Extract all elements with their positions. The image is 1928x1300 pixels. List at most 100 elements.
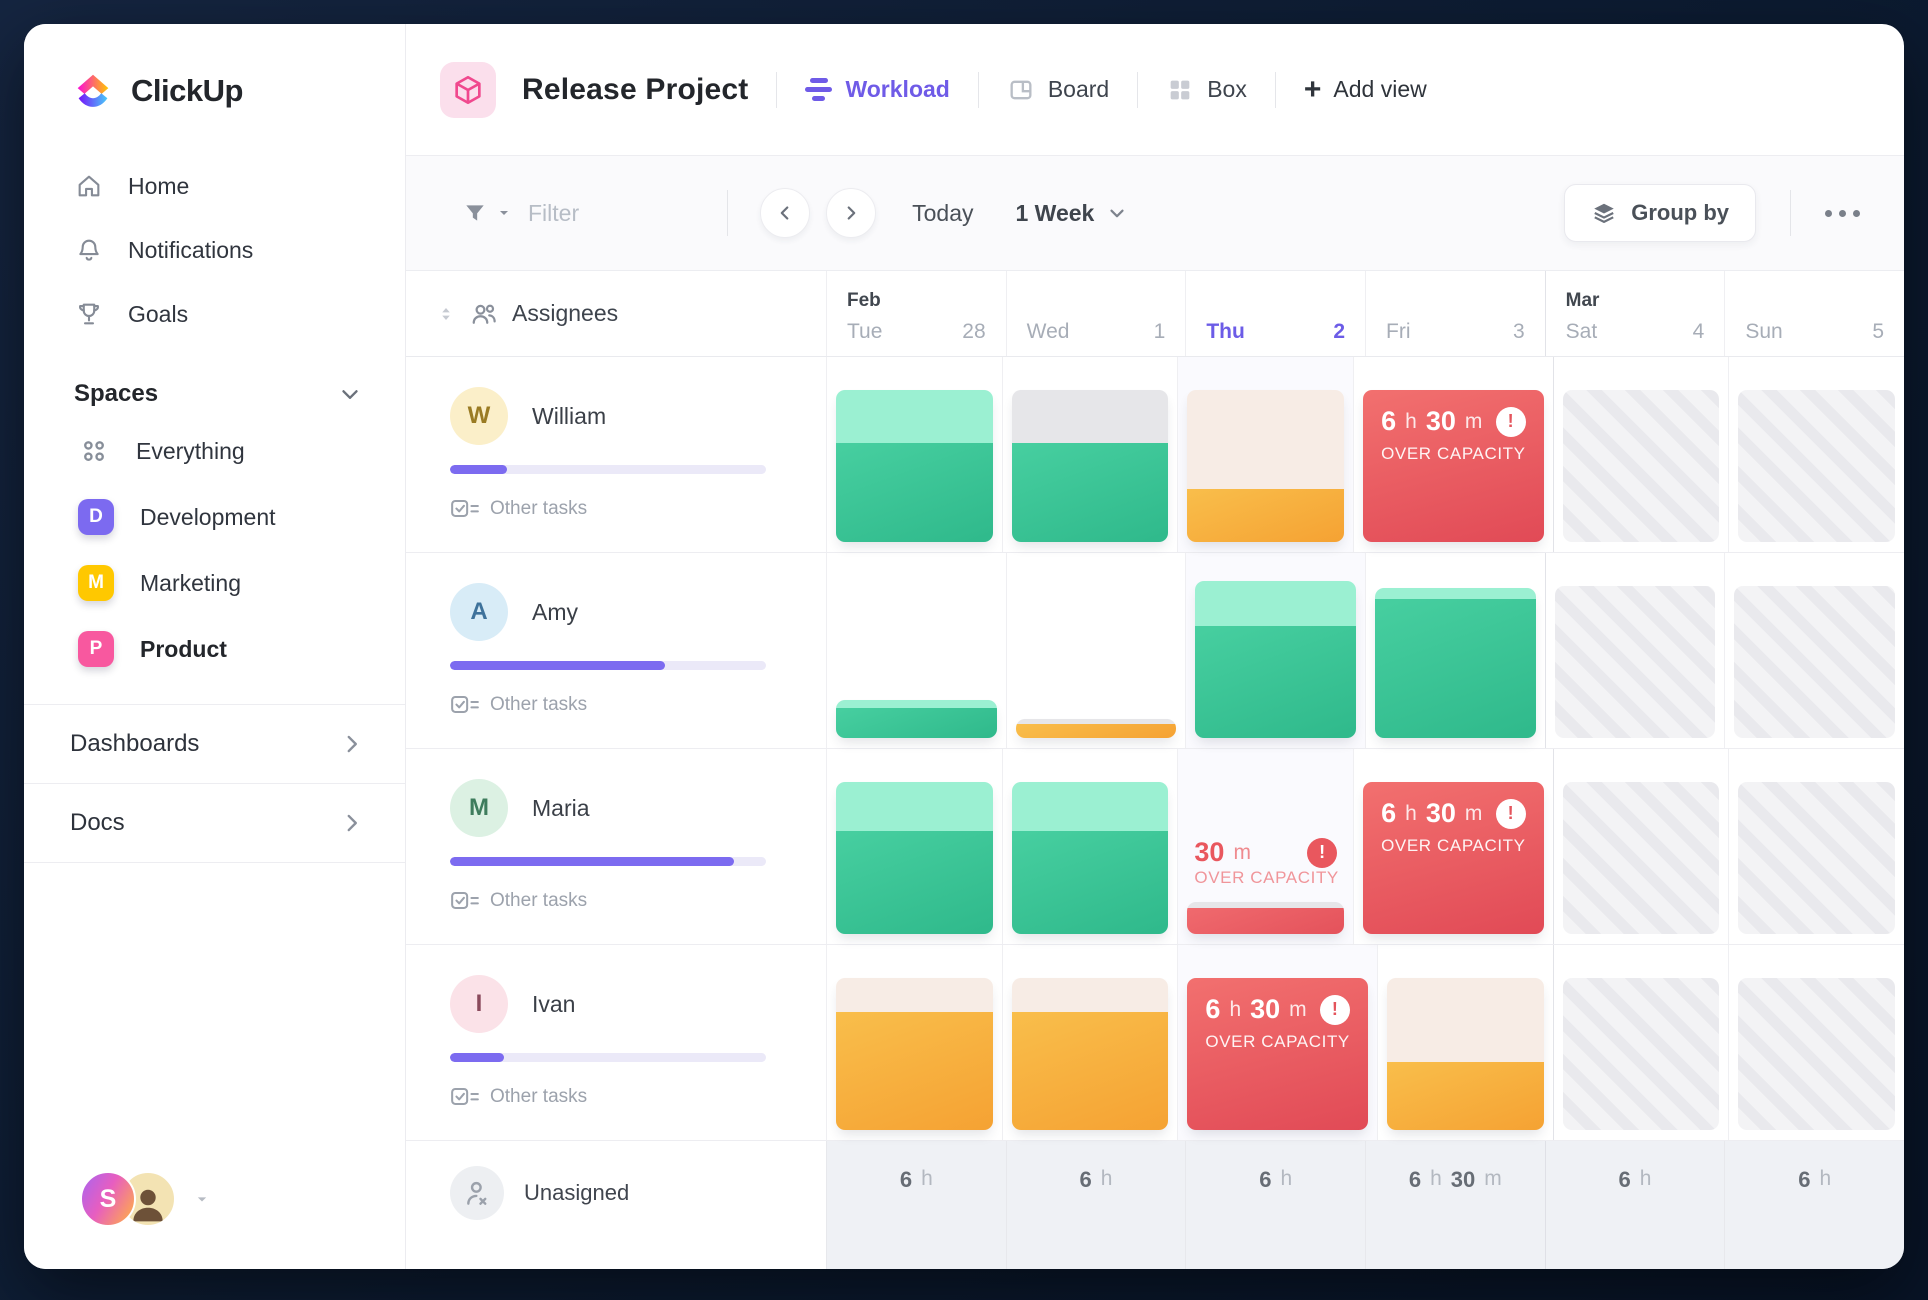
workload-cell[interactable] <box>1177 357 1353 552</box>
capacity-block[interactable] <box>836 978 993 1130</box>
workload-cell[interactable] <box>1001 357 1178 552</box>
range-select[interactable]: 1 Week <box>1016 200 1129 227</box>
capacity-block[interactable] <box>1187 390 1345 542</box>
workload-cell[interactable] <box>1552 749 1729 944</box>
capacity-segment-gray <box>1015 719 1177 724</box>
workload-cell[interactable] <box>826 357 1002 552</box>
checkbox-equals-icon <box>450 694 480 716</box>
workload-cell[interactable] <box>1005 553 1186 748</box>
workload-cell[interactable] <box>826 553 1006 748</box>
day-line: Tue 28 <box>847 320 986 344</box>
capacity-block[interactable] <box>1562 390 1720 542</box>
capacity-block[interactable] <box>1011 390 1169 542</box>
over-capacity-card[interactable]: 6 h 30 m! OVER CAPACITY <box>1187 978 1368 1130</box>
sidebar-item-marketing[interactable]: M Marketing <box>24 550 405 616</box>
workload-cell[interactable] <box>826 945 1002 1140</box>
capacity-block[interactable] <box>1386 978 1544 1130</box>
clickup-logo[interactable]: ClickUp <box>24 24 405 114</box>
capacity-block[interactable] <box>1375 588 1536 738</box>
avatar: I <box>450 975 508 1033</box>
group-by-button[interactable]: Group by <box>1564 184 1756 242</box>
workload-cell[interactable] <box>1728 749 1904 944</box>
capacity-block[interactable] <box>1011 782 1169 934</box>
total-unit: h <box>921 1167 933 1190</box>
filter-icon <box>462 200 488 226</box>
capacity-block[interactable] <box>1195 581 1356 738</box>
today-button[interactable]: Today <box>912 199 974 226</box>
sidebar-item-docs[interactable]: Docs <box>24 784 405 862</box>
workload-cell[interactable] <box>1376 945 1553 1140</box>
workload-cell[interactable] <box>1001 945 1178 1140</box>
person-x-icon <box>450 1166 504 1220</box>
workload-cell[interactable] <box>1001 749 1178 944</box>
sidebar-item-dashboards[interactable]: Dashboards <box>24 705 405 783</box>
sidebar-links: Dashboards Docs <box>24 705 405 863</box>
sidebar-item-notifications[interactable]: Notifications <box>24 218 405 282</box>
space-item-label: Development <box>140 503 276 530</box>
capacity-block[interactable] <box>1187 902 1345 934</box>
other-tasks[interactable]: Other tasks <box>450 890 790 912</box>
month-label: Feb <box>847 290 881 311</box>
tab-box[interactable]: Box <box>1166 76 1247 104</box>
workload-progress-bar <box>450 1053 766 1062</box>
capacity-block[interactable] <box>1554 586 1716 738</box>
sidebar-item-product[interactable]: P Product <box>24 616 405 682</box>
capacity-segment-green <box>836 831 993 934</box>
divider <box>24 704 405 705</box>
add-view-button[interactable]: + Add view <box>1303 72 1427 106</box>
workload-cell[interactable] <box>1724 553 1904 748</box>
divider <box>24 862 405 863</box>
sidebar-item-goals[interactable]: Goals <box>24 282 405 346</box>
other-tasks[interactable]: Other tasks <box>450 498 790 520</box>
capacity-block[interactable] <box>1734 586 1895 738</box>
divider <box>24 783 405 784</box>
assignees-column-header[interactable]: Assignees <box>406 271 826 356</box>
chevron-right-icon <box>339 731 365 757</box>
sidebar-item-development[interactable]: D Development <box>24 484 405 550</box>
other-tasks[interactable]: Other tasks <box>450 694 790 716</box>
capacity-block[interactable] <box>836 782 993 934</box>
spaces-section-header[interactable]: Spaces <box>24 346 405 418</box>
workload-cell[interactable]: 6 h 30 m! OVER CAPACITY <box>1177 945 1376 1140</box>
grid-body: W William Other tasks 6 h 30 m! OVER CAPACITY A A… <box>406 357 1904 1141</box>
workload-cell[interactable] <box>1185 553 1365 748</box>
other-tasks[interactable]: Other tasks <box>450 1086 790 1108</box>
workload-cell[interactable] <box>1552 357 1729 552</box>
alert-icon: ! <box>1307 837 1338 868</box>
sidebar-item-home[interactable]: Home <box>24 154 405 218</box>
prev-week-button[interactable] <box>760 188 811 238</box>
workload-cell[interactable]: 6 h 30 m! OVER CAPACITY <box>1353 357 1552 552</box>
capacity-block[interactable] <box>1011 978 1169 1130</box>
capacity-block[interactable] <box>1738 978 1895 1130</box>
capacity-block[interactable] <box>836 700 997 738</box>
capacity-block[interactable] <box>1562 782 1720 934</box>
avatar: M <box>450 779 508 837</box>
tab-workload[interactable]: Workload <box>805 76 950 103</box>
capacity-block[interactable] <box>1015 719 1177 738</box>
workload-cell[interactable] <box>1365 553 1545 748</box>
workload-cell[interactable] <box>1728 945 1904 1140</box>
workload-cell[interactable] <box>826 749 1002 944</box>
hours-value: 30 <box>1194 837 1225 867</box>
over-capacity-card[interactable]: 6 h 30 m! OVER CAPACITY <box>1363 782 1544 934</box>
capacity-block[interactable] <box>1738 390 1895 542</box>
workload-cell[interactable]: 6 h 30 m! OVER CAPACITY <box>1353 749 1552 944</box>
more-options-button[interactable] <box>1825 209 1860 217</box>
filter-button[interactable]: Filter <box>462 200 579 227</box>
unassigned-row[interactable]: Unasigned <box>406 1141 826 1269</box>
workload-cell[interactable]: 30 m! OVER CAPACITY <box>1177 749 1353 944</box>
tab-board[interactable]: Board <box>1007 76 1109 104</box>
capacity-segment-green <box>1011 831 1169 934</box>
sidebar-item-everything[interactable]: Everything <box>24 418 405 484</box>
next-week-button[interactable] <box>826 188 877 238</box>
over-capacity-card[interactable]: 6 h 30 m! OVER CAPACITY <box>1363 390 1544 542</box>
capacity-block[interactable] <box>1562 978 1720 1130</box>
capacity-block[interactable] <box>836 390 993 542</box>
chevron-left-icon <box>774 202 796 224</box>
workload-cell[interactable] <box>1728 357 1904 552</box>
workload-cell[interactable] <box>1552 945 1729 1140</box>
assignee-name: William <box>532 402 607 429</box>
capacity-block[interactable] <box>1738 782 1895 934</box>
workload-cell[interactable] <box>1544 553 1725 748</box>
user-account[interactable]: S <box>24 1171 405 1269</box>
